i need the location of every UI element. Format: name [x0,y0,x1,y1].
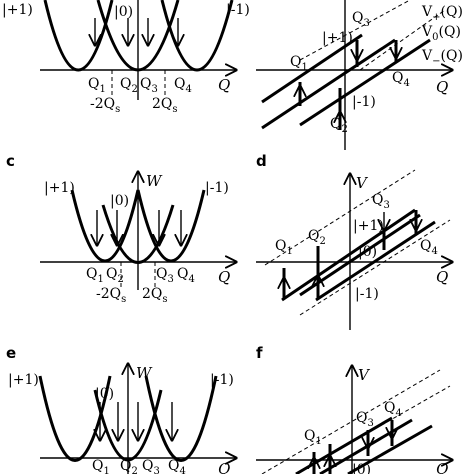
panel-c-state-plus: |+1) [44,180,75,196]
panel-f-q4-label: Q4 [384,400,402,419]
panel-f-tag: f [256,344,263,362]
panel-a-q1-label: Q1 [88,76,106,95]
panel-f-q1-label: Q1 [304,428,322,447]
panel-d-state-plus: |+1) [353,218,384,234]
panel-b-state-plus: |+1) [322,30,353,46]
panel-c-neg-2qs-label: -2Qs [96,286,126,305]
panel-d-dash-2 [299,219,451,316]
panel-b-q1-label: Q1 [290,54,308,73]
panel-b-q-axis-label: Q [436,78,448,96]
panel-a-q3-label: Q3 [140,76,158,95]
panel-d-state-zero: |0) [358,244,377,260]
panel-d-q3-label: Q3 [372,192,390,211]
panel-a-q2-label: Q2 [120,76,138,95]
panel-b-line-zero [261,38,396,130]
panel-c-q1-label: Q1 [86,266,104,285]
panel-a-q-axis-label: Q [218,76,230,94]
panel-f: f V Q1 Q3 Q4 |0) Q [256,344,452,474]
panel-e-state-zero: |0) [95,386,114,402]
panel-c-tag: c [6,152,15,170]
panel-b-state-minus: |-1) [352,94,376,110]
panel-d-q1-label: Q1 [275,238,293,257]
panel-b-line-minus [299,38,431,127]
panel-d-dash-1 [264,169,416,266]
panel-f-state-zero: |0) [352,462,371,474]
panel-c-state-zero: |0) [110,193,129,209]
panel-a-state-zero: |0) [114,4,133,20]
panel-e-state-plus: |+1) [8,372,39,388]
panel-c-pos-2qs-label: 2Qs [142,286,168,305]
panel-c-state-minus: |-1) [205,180,229,196]
panel-a: |+1) |0) |-1) Q1 Q2 Q3 Q4 -2Qs 2Qs Q [2,0,250,115]
panel-c-well-zero [101,204,175,264]
panel-e-tag: e [6,344,16,362]
panel-c-q4-label: Q4 [177,266,195,285]
panel-b-dash-1 [299,0,411,61]
panel-b-vzero-label: V0(Q) [421,24,461,43]
panel-d-q4-label: Q4 [420,238,438,257]
panel-e-well-zero [93,389,163,462]
panel-d-tag: d [256,152,267,170]
panel-c: c |+1) |0) |-1) W Q1 Q2 Q3 Q4 -2Qs 2Qs Q [6,152,236,305]
panel-a-pos-2qs-label: 2Qs [152,96,178,115]
panel-d-line-plus [281,208,416,302]
panel-c-w-axis-label: W [146,172,163,190]
panel-f-line-minus [347,424,433,474]
panel-b-q3-label: Q3 [352,10,370,29]
panel-a-well-plus [43,0,114,72]
panel-b-dash-2 [359,9,446,71]
panel-c-well-plus [70,189,140,263]
panel-d-v-axis-label: V [356,174,369,192]
panel-e: e |+1) |0) |-1) W Q1 Q2 Q3 Q4 Q [6,344,236,474]
panel-f-dash-1 [261,369,441,474]
panel-e-w-axis-label: W [136,364,153,382]
panel-d-q2-label: Q2 [308,228,326,247]
panel-e-q2-label: Q2 [120,458,138,474]
panel-c-well-minus [136,189,206,263]
panel-e-well-minus [144,375,218,462]
panel-a-state-minus: |-1) [226,2,250,18]
panel-a-q4-label: Q4 [174,76,192,95]
panel-c-q3-label: Q3 [156,266,174,285]
panel-b-vminus-label: V−(Q) [421,48,463,67]
panel-b-q4-label: Q4 [392,70,410,89]
panel-b-line-plus [261,33,363,104]
panel-a-state-plus: |+1) [2,2,33,18]
panel-b-vplus-label: V+(Q) [421,4,463,23]
panel-c-q-axis-label: Q [218,268,230,286]
panel-a-neg-2qs-label: -2Qs [90,96,120,115]
panel-b: Q3 |+1) Q1 Q4 |-1) Q2 Q V+(Q) V0(Q) V−(Q… [256,0,463,150]
panel-c-q2-label: Q2 [106,266,124,285]
panel-b-q2-label: Q2 [330,116,348,135]
panel-e-state-minus: |-1) [210,372,234,388]
panel-f-q3-label: Q3 [356,410,374,429]
panel-d-q-axis-label: Q [436,268,448,286]
panel-a-well-minus [160,0,234,72]
panel-e-q4-label: Q4 [168,458,186,474]
panel-f-q-axis-label: Q [436,460,448,474]
panel-d-state-minus: |-1) [355,286,379,302]
panel-f-v-axis-label: V [358,366,371,384]
panel-d: d V Q3 |+1) |0) Q1 Q2 Q4 |-1) Q [256,152,452,330]
panel-e-q3-label: Q3 [142,458,160,474]
panel-a-well-zero [96,0,180,72]
panel-e-q1-label: Q1 [92,458,110,474]
panel-e-q-axis-label: Q [218,460,230,474]
